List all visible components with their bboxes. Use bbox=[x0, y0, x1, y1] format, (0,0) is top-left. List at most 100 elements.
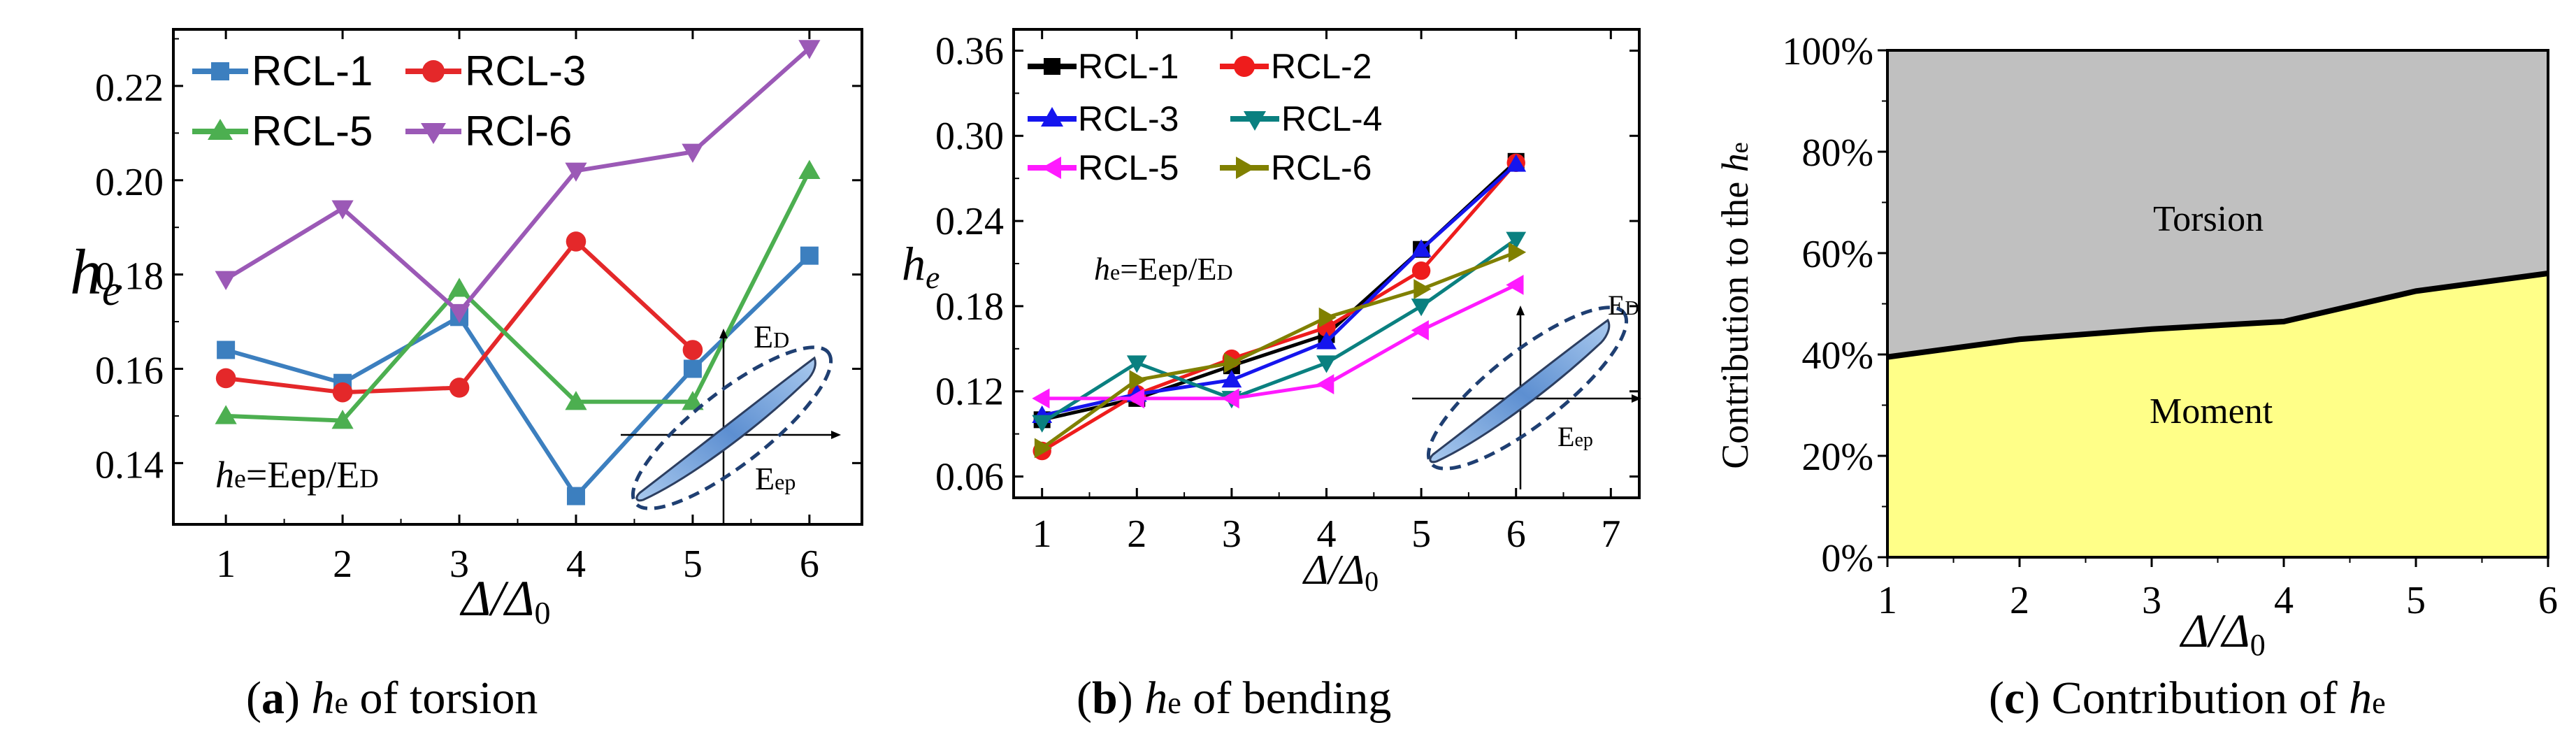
x-tick-label: 5 bbox=[683, 543, 703, 586]
data-point-marker bbox=[448, 278, 470, 297]
data-point-marker bbox=[1506, 231, 1527, 250]
y-tick-label: 0% bbox=[1821, 537, 1873, 580]
data-point-marker bbox=[565, 162, 587, 182]
data-point-marker bbox=[1126, 355, 1147, 373]
legend-label: RCL-6 bbox=[1271, 148, 1372, 187]
x-tick-label: 6 bbox=[1506, 512, 1526, 556]
legend-label: RCL-4 bbox=[1281, 99, 1382, 138]
data-point-marker bbox=[1508, 242, 1527, 263]
legend-label: RCl-6 bbox=[465, 108, 572, 155]
data-point-marker bbox=[215, 405, 237, 424]
y-tick-label: 60% bbox=[1801, 233, 1873, 276]
y-tick-label: 0.20 bbox=[95, 161, 164, 204]
series-line bbox=[225, 254, 811, 498]
series-rcl-3 bbox=[215, 231, 703, 403]
torsion-label: Torsion bbox=[2153, 199, 2264, 239]
series-line bbox=[226, 169, 812, 423]
legend-item-rcl-6: RCl-6 bbox=[405, 108, 572, 155]
legend-item-rcl-5: RCL-5 bbox=[192, 108, 373, 155]
panel-a-caption: (a) he of torsion bbox=[246, 673, 538, 724]
legend-item-rcl-3: RCL-3 bbox=[1028, 99, 1179, 138]
x-tick-label: 3 bbox=[1222, 512, 1242, 556]
series-rcl-2 bbox=[1032, 153, 1525, 461]
y-tick-label: 0.18 bbox=[935, 285, 1004, 329]
data-point-marker bbox=[217, 340, 236, 359]
legend-item-rcl-6: RCL-6 bbox=[1220, 148, 1372, 187]
series-line bbox=[1041, 250, 1517, 450]
legend-label: RCL-5 bbox=[1078, 148, 1179, 187]
data-point-marker bbox=[1411, 261, 1431, 280]
data-point-marker bbox=[448, 303, 470, 324]
legend-item-rcl-1: RCL-1 bbox=[192, 48, 373, 94]
panel-b-x-label: Δ/Δ0 bbox=[1302, 547, 1379, 597]
y-tick-label: 20% bbox=[1801, 436, 1873, 479]
panel-b-hysteresis-inset: ED Eep bbox=[1412, 289, 1641, 489]
data-point-marker bbox=[683, 359, 702, 378]
legend-item-rcl-5: RCL-5 bbox=[1028, 148, 1179, 187]
y-tick-label: 100% bbox=[1782, 30, 1873, 73]
legend-label: RCL-1 bbox=[1078, 47, 1179, 86]
data-point-marker bbox=[1316, 355, 1337, 373]
y-tick-label: 80% bbox=[1801, 131, 1873, 175]
y-tick-label: 0.24 bbox=[935, 200, 1004, 243]
series-rcl-5 bbox=[215, 159, 821, 429]
series-line bbox=[1041, 162, 1518, 453]
x-tick-label: 6 bbox=[2538, 579, 2558, 622]
data-point-marker bbox=[215, 368, 236, 389]
data-point-marker bbox=[798, 40, 821, 59]
data-point-marker bbox=[1126, 388, 1145, 409]
x-tick-label: 5 bbox=[2406, 579, 2426, 622]
panel-b-legend: RCL-1 RCL-2 RCL-3 RCL-4 RCL-5 bbox=[1028, 47, 1382, 187]
series-rcl-1 bbox=[1033, 152, 1525, 429]
data-point-marker bbox=[1034, 438, 1053, 459]
data-point-marker bbox=[682, 143, 704, 163]
series-line bbox=[1041, 238, 1518, 424]
y-tick-label: 40% bbox=[1801, 334, 1873, 378]
x-tick-label: 3 bbox=[2142, 579, 2161, 622]
legend-label: RCL-3 bbox=[465, 48, 586, 94]
series-line bbox=[1042, 283, 1517, 401]
data-point-marker bbox=[1506, 154, 1527, 172]
panel-a-legend: RCL-1 RCL-3 RCL-5 RCl-6 bbox=[192, 48, 586, 155]
boundary-line bbox=[1887, 271, 2549, 360]
x-tick-label: 3 bbox=[449, 543, 469, 586]
data-point-marker bbox=[1032, 415, 1053, 433]
x-tick-label: 2 bbox=[2010, 579, 2029, 622]
data-point-marker bbox=[1129, 370, 1147, 390]
y-tick-label: 0.16 bbox=[95, 349, 164, 392]
data-point-marker bbox=[566, 231, 587, 252]
series-rcl-5 bbox=[1032, 275, 1524, 409]
data-point-marker bbox=[1413, 279, 1432, 299]
inset-label-eep: Eep bbox=[1557, 421, 1593, 452]
inset-label-eep: Eep bbox=[755, 461, 796, 496]
legend-item-rcl-3: RCL-3 bbox=[405, 48, 586, 94]
data-point-marker bbox=[682, 391, 704, 410]
data-point-marker bbox=[331, 200, 354, 220]
y-tick-label: 0.14 bbox=[95, 443, 164, 487]
panel-a-chart: 1 2 3 4 5 6 0.14 0.16 0.18 0.20 0.22 RCL-1 RCL-3 R… bbox=[70, 28, 863, 724]
data-point-marker bbox=[1506, 275, 1524, 295]
x-tick-label: 4 bbox=[2274, 579, 2294, 622]
legend-item-rcl-2: RCL-2 bbox=[1220, 47, 1372, 86]
y-tick-label: 0.22 bbox=[95, 66, 164, 110]
x-tick-label: 4 bbox=[566, 543, 586, 586]
data-point-marker bbox=[1318, 307, 1337, 328]
panel-c-x-label: Δ/Δ0 bbox=[2179, 604, 2266, 662]
data-point-marker bbox=[449, 378, 470, 398]
data-point-marker bbox=[682, 340, 703, 360]
data-point-marker bbox=[1224, 352, 1242, 373]
legend-label: RCL-3 bbox=[1078, 99, 1179, 138]
panel-a-y-label: he bbox=[70, 236, 122, 315]
series-rcl-6 bbox=[215, 40, 821, 324]
y-tick-label: 0.12 bbox=[935, 371, 1004, 414]
data-point-marker bbox=[331, 410, 354, 429]
panel-b-chart: 1 2 3 4 5 6 7 0.06 0.12 0.18 0.24 0.30 0.36 RCL-1 RC… bbox=[902, 28, 1641, 724]
legend-label: RCL-5 bbox=[252, 108, 373, 155]
inset-label-ed: ED bbox=[1608, 289, 1639, 321]
legend-item-rcl-4: RCL-4 bbox=[1230, 99, 1382, 138]
x-tick-label: 1 bbox=[1032, 512, 1052, 556]
torsion-area bbox=[1887, 50, 2548, 357]
x-tick-label: 7 bbox=[1601, 512, 1620, 556]
data-point-marker bbox=[800, 246, 819, 265]
inset-label-ed: ED bbox=[754, 319, 789, 354]
